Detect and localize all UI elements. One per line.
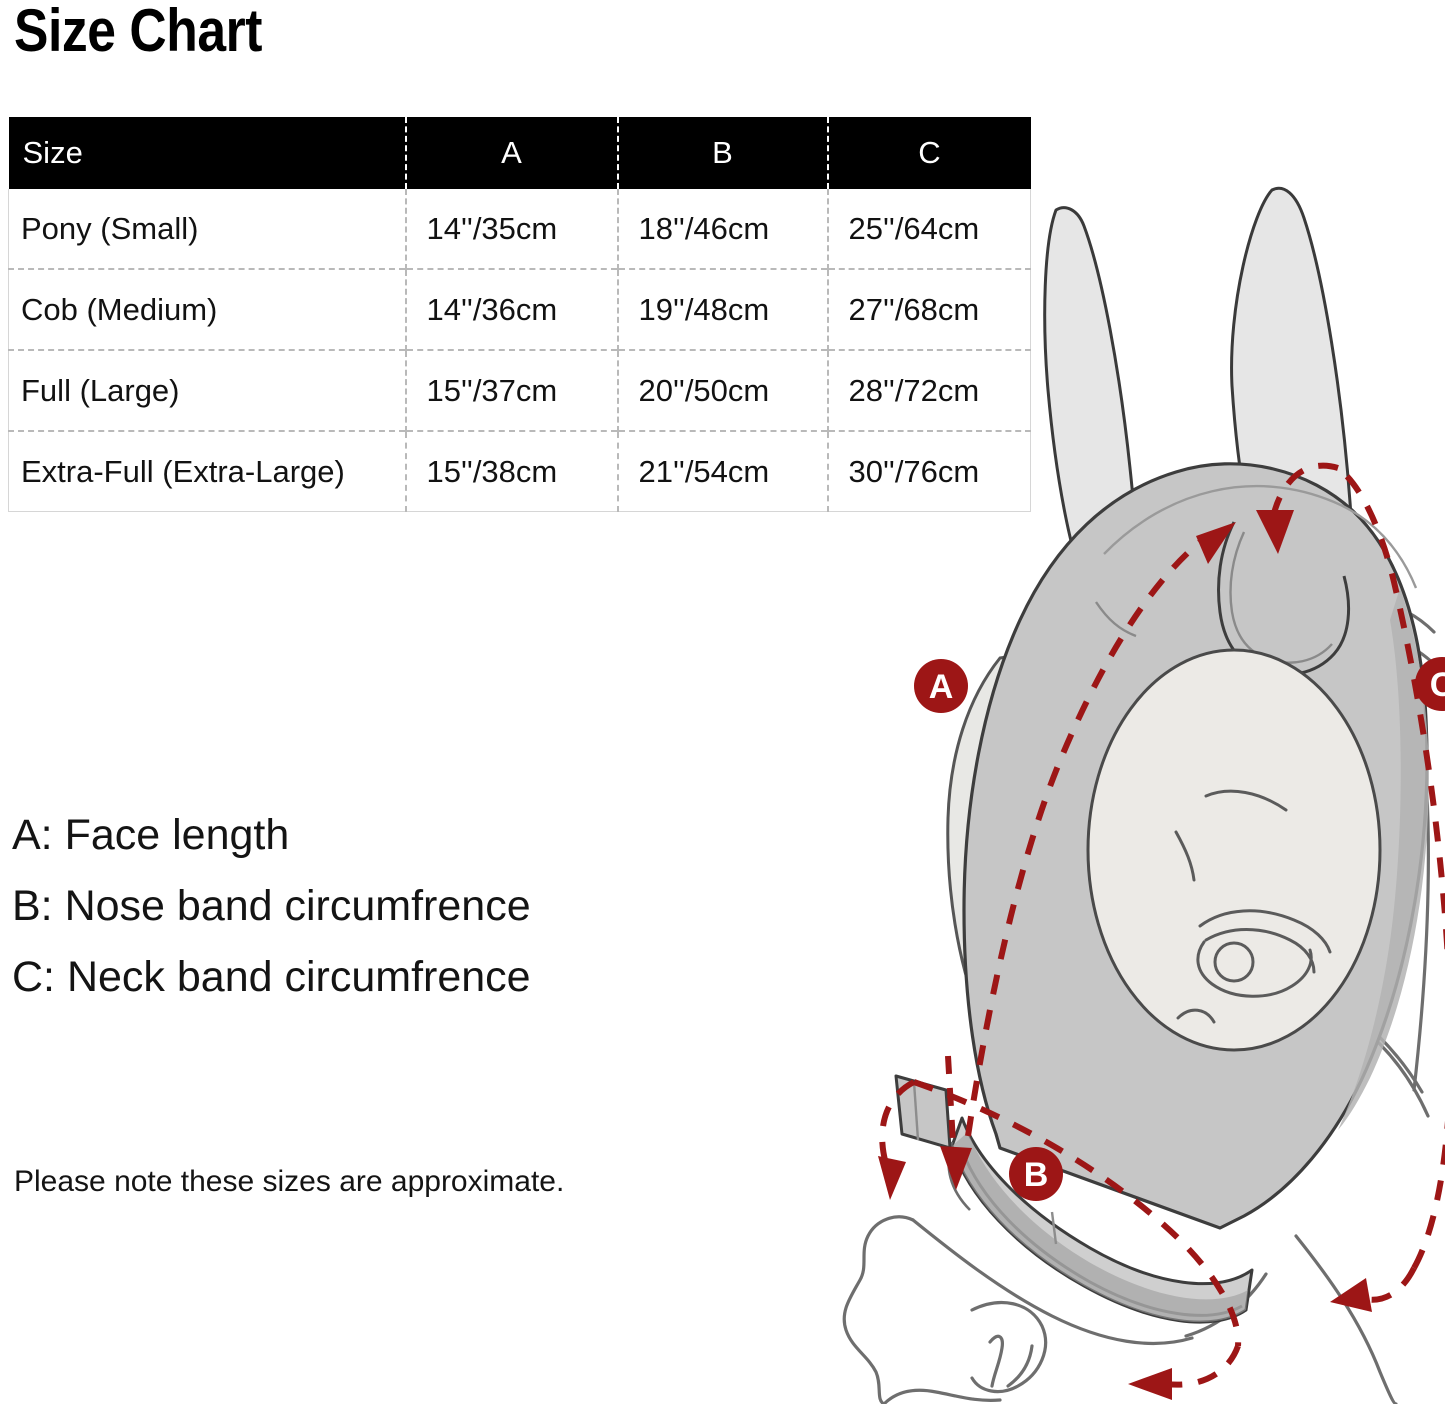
table-body: Pony (Small) 14''/35cm 18''/46cm 25''/64…	[8, 189, 1031, 512]
legend-item-a: A: Face length	[12, 811, 290, 859]
mask-ear-collar-left	[1095, 601, 1137, 638]
legend-item-c: C: Neck band circumfrence	[12, 953, 531, 1001]
cell-c: 30''/76cm	[826, 430, 1031, 512]
footnote: Please note these sizes are approximate.	[14, 1165, 565, 1198]
cell-a: 15''/37cm	[404, 349, 618, 431]
cell-a: 14''/35cm	[404, 189, 618, 269]
column-header-a: A	[404, 117, 618, 189]
mask-ear-collar-right-inner	[1229, 531, 1333, 664]
table-header: Size A B C	[8, 117, 1031, 189]
column-header-b: B	[616, 117, 828, 189]
column-header-size: Size	[22, 135, 83, 170]
measure-line-b	[878, 1055, 1242, 1400]
table-row: Pony (Small) 14''/35cm 18''/46cm 25''/64…	[8, 189, 1031, 269]
marker-c-label: C	[1430, 666, 1445, 704]
table-row: Full (Large) 15''/37cm 20''/50cm 28''/72…	[8, 349, 1031, 431]
mask-buckle-tab-seam	[912, 1081, 920, 1141]
measure-line-c	[1256, 462, 1445, 1312]
cell-b: 21''/54cm	[616, 430, 828, 512]
marker-a: A	[914, 659, 968, 713]
cell-size: Full (Large)	[8, 349, 406, 431]
horse-fly-mask-illustration: A B C	[700, 150, 1445, 1404]
size-chart-table: Size A B C Pony (Small) 14''/35cm 18''/4…	[8, 117, 1031, 512]
table-header-row: Size A B C	[8, 117, 1031, 189]
cell-size: Extra-Full (Extra-Large)	[8, 430, 406, 512]
mask-band-seam-tick	[1050, 1211, 1058, 1245]
mask-nose-band-shadow	[952, 1132, 1248, 1323]
marker-b-label: B	[1024, 1156, 1049, 1194]
cell-b: 18''/46cm	[616, 189, 828, 269]
cell-size: Pony (Small)	[8, 189, 406, 269]
legend: A: Face length B: Nose band circumfrence…	[12, 800, 712, 1013]
marker-b: B	[1009, 1147, 1063, 1201]
cell-size: Cob (Medium)	[8, 268, 406, 350]
marker-c: C	[1415, 657, 1445, 711]
mask-eye-panel	[1086, 648, 1382, 1052]
horse-eye	[1174, 789, 1332, 998]
page-title: Size Chart	[14, 0, 263, 64]
cell-b: 20''/50cm	[616, 349, 828, 431]
mask-poll-seam	[1103, 484, 1418, 589]
cell-a: 15''/38cm	[404, 430, 618, 512]
cell-c: 27''/68cm	[826, 268, 1031, 350]
marker-a-label: A	[929, 668, 954, 706]
cell-b: 19''/48cm	[616, 268, 828, 350]
legend-item-b: B: Nose band circumfrence	[12, 882, 531, 930]
cell-c: 25''/64cm	[826, 189, 1031, 269]
horse-cheek-line	[1176, 1008, 1216, 1024]
column-header-c: C	[826, 117, 1031, 189]
mask-right-shading	[1338, 588, 1429, 1130]
measure-line-a	[965, 522, 1236, 1137]
cell-a: 14''/36cm	[404, 268, 618, 350]
cell-c: 28''/72cm	[826, 349, 1031, 431]
table-row: Extra-Full (Extra-Large) 15''/38cm 21''/…	[8, 430, 1031, 512]
table-row: Cob (Medium) 14''/36cm 19''/48cm 27''/68…	[8, 268, 1031, 350]
